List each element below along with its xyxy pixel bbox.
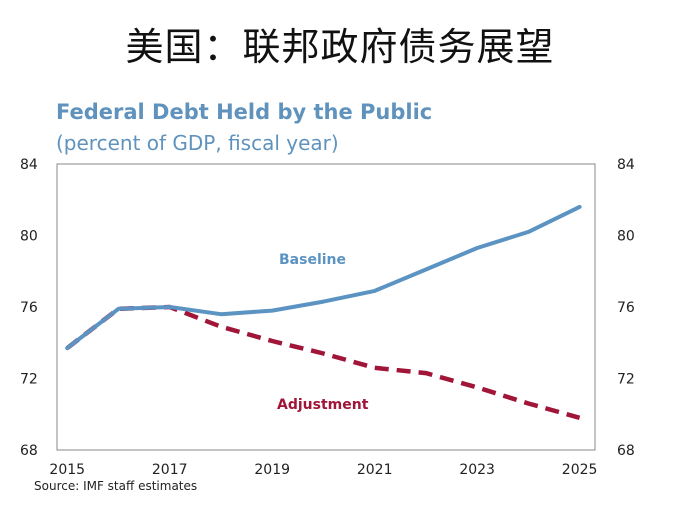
y-tick-label-right: 84 bbox=[617, 157, 635, 173]
series-lines bbox=[65, 204, 582, 420]
x-tick-label: 2023 bbox=[459, 462, 495, 478]
y-tick-label-right: 72 bbox=[617, 372, 635, 388]
y-tick-label-left: 76 bbox=[20, 300, 38, 316]
chart-title: Federal Debt Held by the Public bbox=[56, 100, 433, 124]
x-tick-label: 2025 bbox=[562, 462, 598, 478]
y-tick-label-left: 84 bbox=[20, 157, 38, 173]
y-tick-label-right: 80 bbox=[617, 229, 635, 245]
y-axis-right: 84 80 76 72 68 bbox=[617, 157, 635, 459]
y-tick-label-left: 68 bbox=[20, 443, 38, 459]
series-label-baseline: Baseline bbox=[279, 252, 346, 268]
x-tick-label: 2021 bbox=[357, 462, 393, 478]
x-tick-label: 2019 bbox=[254, 462, 290, 478]
y-tick-label-right: 68 bbox=[617, 443, 635, 459]
series-label-adjustment: Adjustment bbox=[277, 397, 369, 413]
x-axis: 2015 2017 2019 2021 2023 2025 bbox=[49, 462, 597, 478]
x-tick-label: 2015 bbox=[49, 462, 85, 478]
y-tick-label-right: 76 bbox=[617, 300, 635, 316]
y-tick-label-left: 80 bbox=[20, 229, 38, 245]
x-tick-label: 2017 bbox=[152, 462, 188, 478]
y-tick-label-left: 72 bbox=[20, 372, 38, 388]
source-note: Source: IMF staff estimates bbox=[34, 479, 198, 493]
y-axis-left: 84 80 76 72 68 bbox=[20, 157, 38, 459]
series-line-baseline bbox=[65, 204, 582, 351]
chart-subtitle: (percent of GDP, fiscal year) bbox=[56, 131, 339, 155]
slide-title: 美国：联邦政府债务展望 bbox=[125, 25, 555, 69]
plot-frame bbox=[56, 163, 596, 451]
